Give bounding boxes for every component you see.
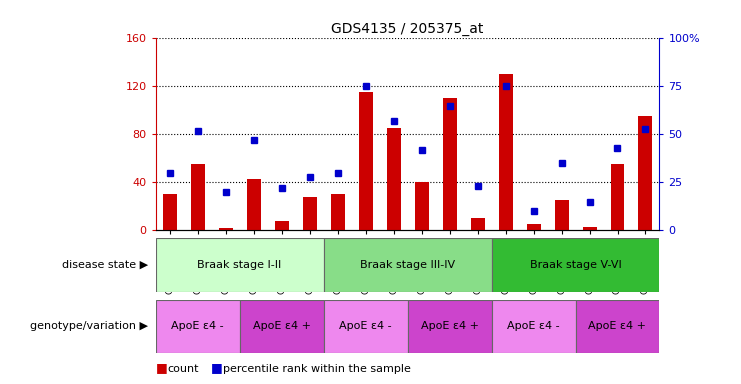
Bar (330, 194, 345, 230)
Bar (190, 164, 205, 230)
Bar (162, 194, 176, 230)
Bar (387, 128, 401, 230)
Text: count: count (167, 364, 199, 374)
Bar (156, 238, 324, 292)
Bar (156, 300, 239, 353)
Text: ■: ■ (156, 361, 171, 374)
Bar (611, 164, 625, 230)
Bar (359, 93, 373, 230)
Bar (639, 116, 653, 230)
Bar (499, 74, 513, 230)
Text: percentile rank within the sample: percentile rank within the sample (223, 364, 411, 374)
Bar (471, 218, 485, 230)
Bar (239, 300, 324, 353)
Text: Braak stage I-II: Braak stage I-II (197, 260, 282, 270)
Bar (442, 98, 456, 230)
Bar (491, 238, 659, 292)
Bar (275, 221, 288, 230)
Bar (554, 200, 568, 230)
Bar (527, 224, 540, 230)
Text: ■: ■ (211, 361, 227, 374)
Bar (324, 238, 491, 292)
Text: Braak stage V-VI: Braak stage V-VI (530, 260, 622, 270)
Bar (576, 300, 659, 353)
Text: ApoE ε4 +: ApoE ε4 + (588, 321, 646, 331)
Bar (219, 228, 233, 230)
Bar (491, 300, 576, 353)
Text: genotype/variation ▶: genotype/variation ▶ (30, 321, 148, 331)
Text: ApoE ε4 +: ApoE ε4 + (421, 321, 479, 331)
Text: ApoE ε4 -: ApoE ε4 - (339, 321, 392, 331)
Bar (582, 227, 597, 230)
Bar (408, 300, 491, 353)
Bar (302, 197, 316, 230)
Title: GDS4135 / 205375_at: GDS4135 / 205375_at (331, 22, 484, 36)
Text: disease state ▶: disease state ▶ (62, 260, 148, 270)
Text: ApoE ε4 -: ApoE ε4 - (507, 321, 560, 331)
Bar (414, 182, 428, 230)
Text: ApoE ε4 +: ApoE ε4 + (253, 321, 310, 331)
Bar (324, 300, 408, 353)
Bar (247, 179, 261, 230)
Text: Braak stage III-IV: Braak stage III-IV (360, 260, 455, 270)
Text: ApoE ε4 -: ApoE ε4 - (171, 321, 224, 331)
